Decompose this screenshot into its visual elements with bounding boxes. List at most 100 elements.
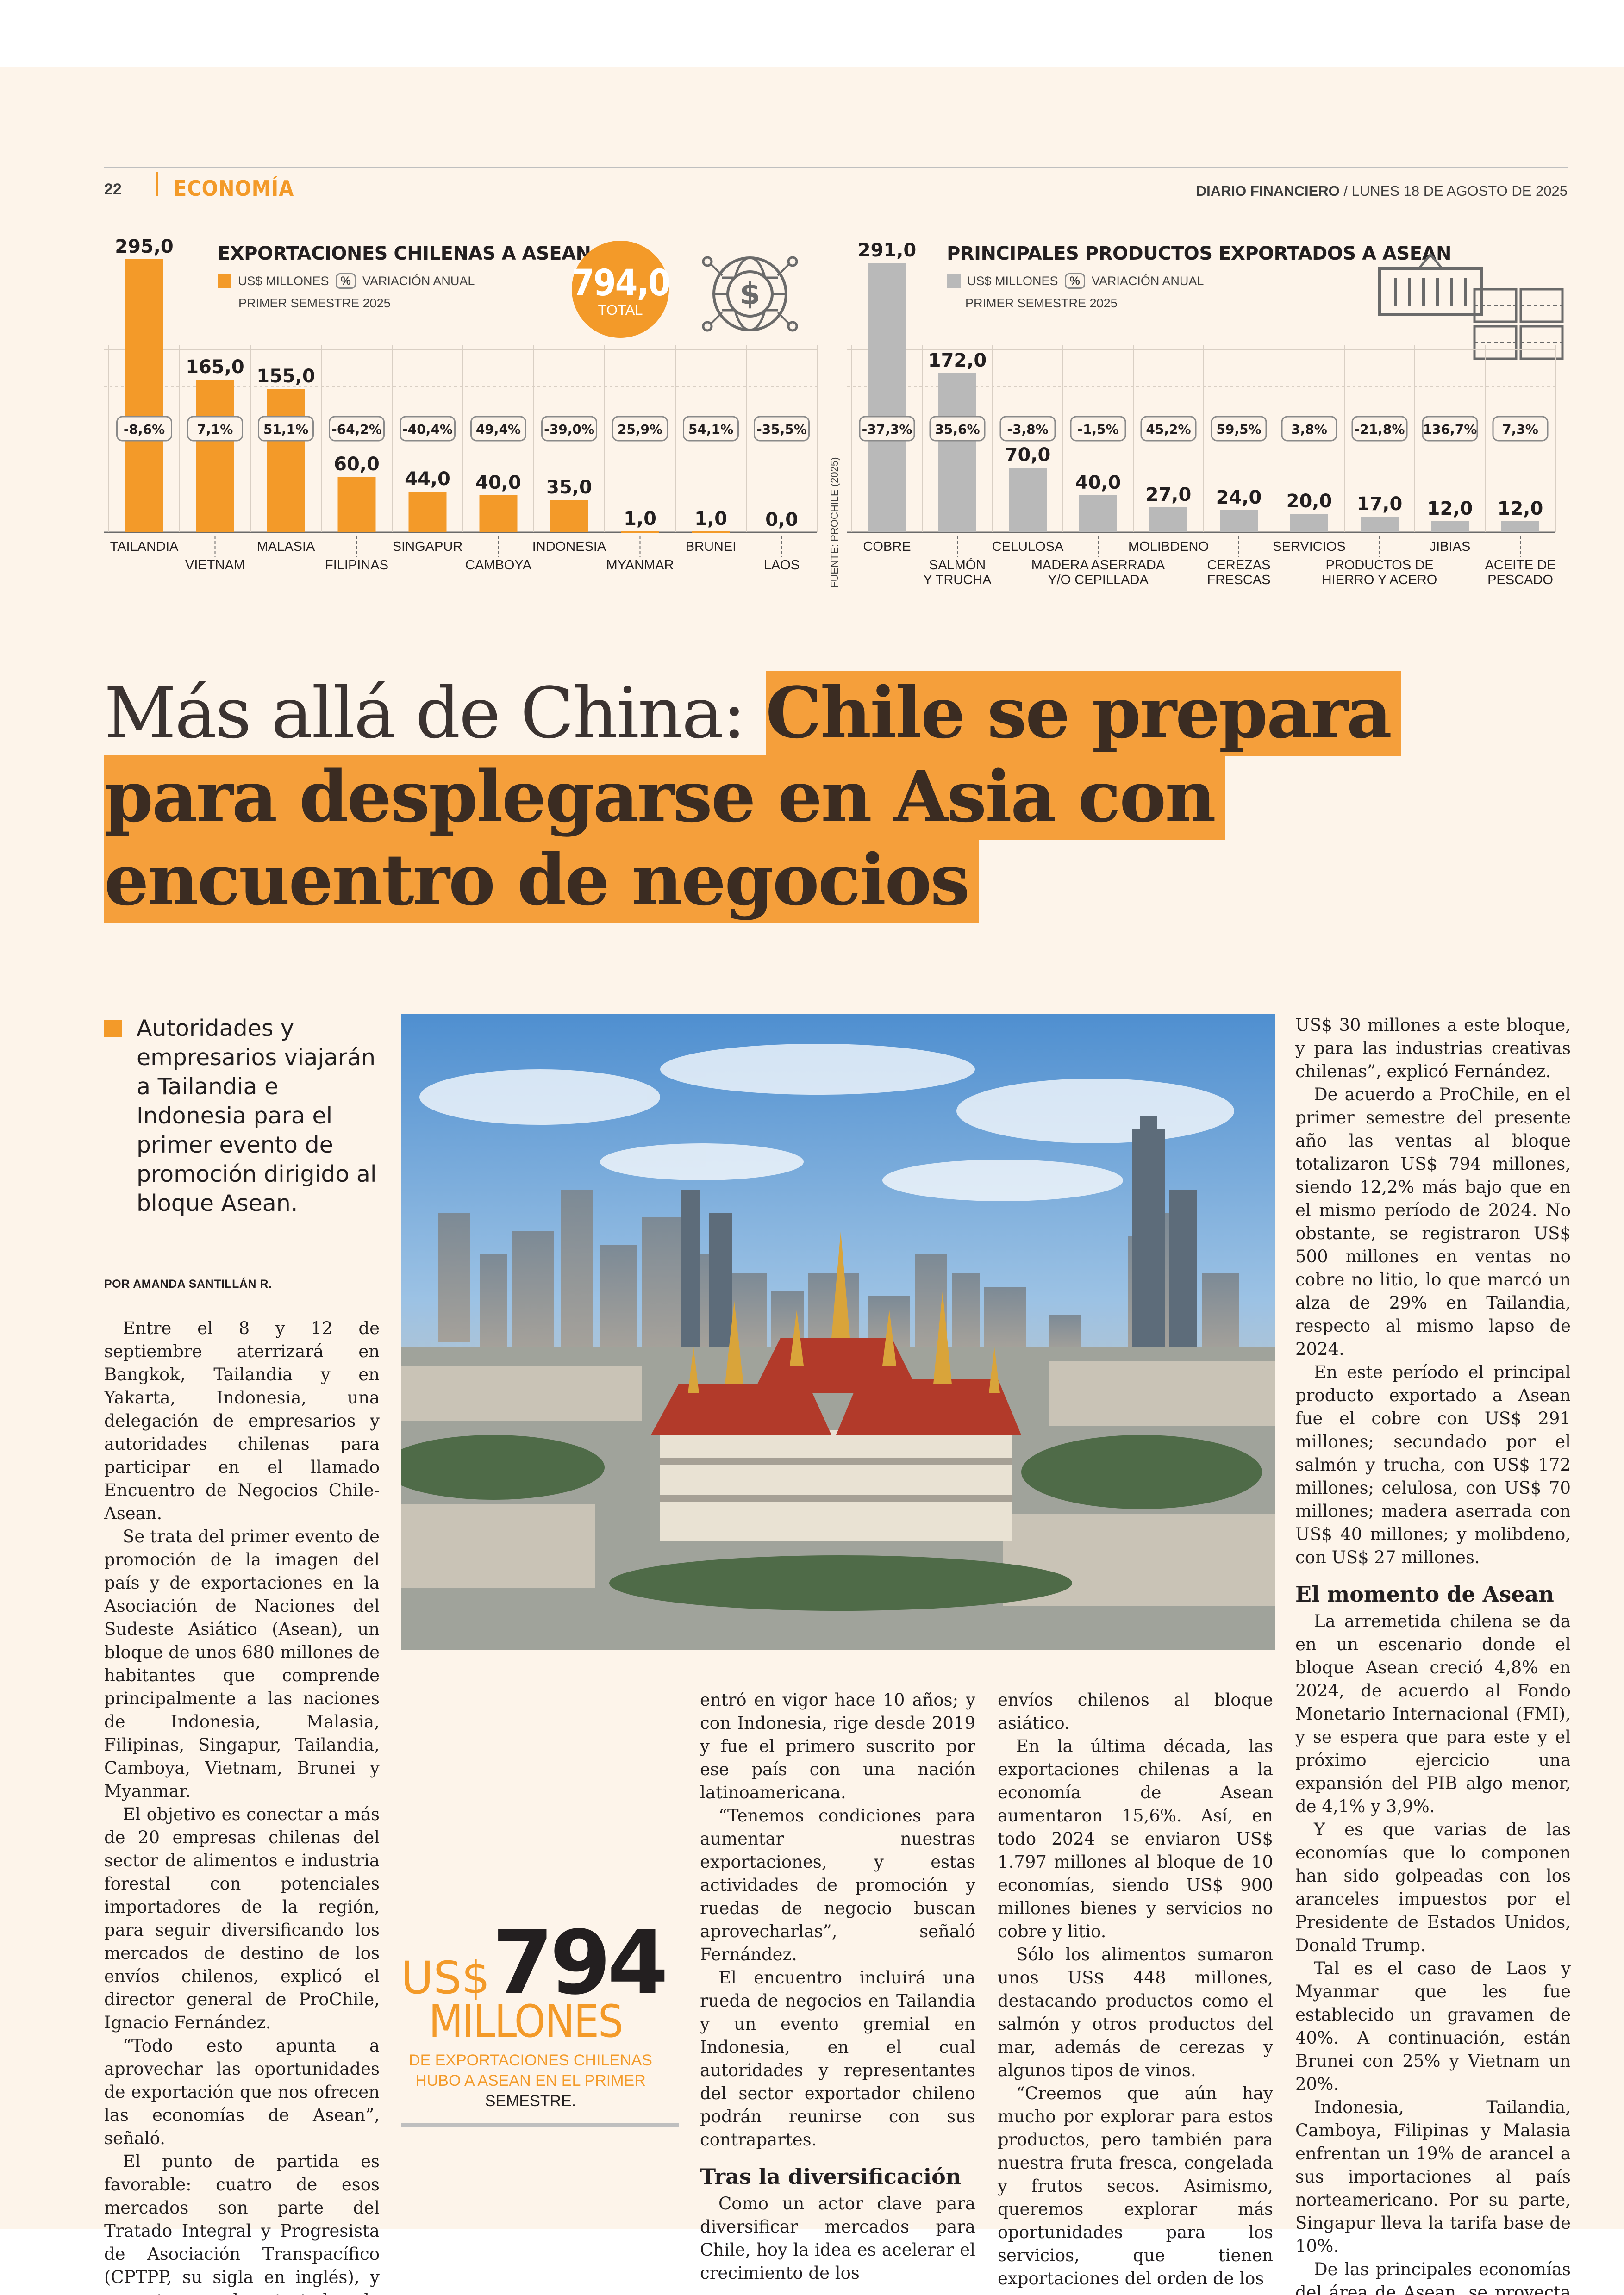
bar [196,380,234,532]
variation-badge [1070,416,1126,442]
article-paragraph: El punto de partida es favorable: cuatro… [104,2152,380,2295]
variation-label: 45,2% [1146,422,1191,437]
chart2-legend-swatch [947,274,961,288]
category-label: MYANMAR [606,558,674,573]
page-number: 22 [104,181,122,198]
article-paragraph: Entre el 8 y 12 de septiembre aterrizará… [104,1318,380,1523]
variation-badge [1281,416,1337,442]
headline-lead-in: Más allá de China: [104,672,766,754]
article-paragraph: Se trata del primer evento de promoción … [104,1527,380,1801]
pull-quote-desc-highlight: DE EXPORTACIONES CHILENAS HUBO A ASEAN E… [409,2052,652,2089]
article-column-1: Entre el 8 y 12 de septiembre aterrizará… [104,1317,380,2295]
bar [337,477,376,532]
article-paragraph: entró en vigor hace 10 años; y con Indon… [700,1690,975,1802]
category-label: VIETNAM [185,558,245,573]
chart2-legend-value: US$ MILLONES [967,274,1058,288]
category-label: COBRE [863,539,911,554]
chart2-legend-pct-badge: % [1064,273,1085,289]
chart1-exports-by-country: 295,0 -8,6% TAILANDIA 165,0 7,1% VIETNAM 155,0… [104,236,818,573]
section-name: ECONOMÍA [174,176,294,201]
bar-value-label: 1,0 [624,508,656,530]
bar [1290,514,1328,532]
chart2-period: PRIMER SEMESTRE 2025 [965,296,1118,310]
chart1-legend-pct: VARIACIÓN ANUAL [362,274,475,288]
category-label: PRODUCTOS DE [1325,558,1433,573]
variation-badge [329,416,385,442]
bar-value-label: 17,0 [1357,493,1403,515]
chart1-title: EXPORTACIONES CHILENAS A ASEAN [218,243,591,264]
byline: POR AMANDA SANTILLÁN R. [104,1278,272,1291]
variation-badge [1422,416,1478,442]
bar [938,373,976,532]
bar-value-label: 27,0 [1146,484,1192,505]
variation-label: -1,5% [1077,422,1118,437]
article-paragraph: De las principales economías del área de… [1295,2259,1571,2295]
bar-value-label: 291,0 [858,240,917,261]
bar-value-label: 60,0 [334,454,380,475]
variation-label: 25,9% [618,422,662,437]
category-label: SINGAPUR [393,539,462,554]
article-paragraph: Sólo los alimentos sumaron unos US$ 448 … [998,1945,1273,2080]
category-label: HIERRO Y ACERO [1322,573,1437,587]
pull-quote-unit: MILLONES [429,1996,624,2047]
bangkok-skyline-photo [401,1014,1275,1650]
section-heading: Tras la diversificación [700,2164,962,2189]
bar [868,263,906,532]
chart1-period: PRIMER SEMESTRE 2025 [238,296,391,310]
bar [479,495,518,532]
article-paragraph: Indonesia, Tailandia, Camboya, Filipinas… [1295,2097,1571,2256]
category-label: MADERA ASERRADA [1031,558,1165,573]
variation-label: 3,8% [1291,422,1327,437]
pull-quote: US$ 794 MILLONES DE EXPORTACIONES CHILEN… [401,1912,679,2127]
bar-value-label: 40,0 [1075,472,1121,493]
pull-quote-number: 794 [492,1912,668,2014]
bar [550,500,588,532]
bar-value-label: 12,0 [1498,498,1543,519]
category-label: PESCADO [1487,573,1553,587]
bar [1149,507,1187,532]
section-heading: El momento de Asean [1295,1582,1554,1607]
article-column-3: envíos chilenos al bloque asiático. En la… [998,1689,1273,2290]
category-label: BRUNEI [686,539,737,554]
category-label: CEREZAS [1207,558,1271,573]
variation-badge [400,416,456,442]
bar [1431,521,1469,532]
variation-badge [683,416,739,442]
variation-badge [1492,416,1549,442]
dollar-globe-icon: $ [702,256,798,332]
variation-label: 54,1% [688,422,733,437]
bar-value-label: 0,0 [765,509,798,530]
bar [1501,521,1539,532]
category-label: SERVICIOS [1273,539,1345,554]
variation-label: 51,1% [263,422,308,437]
category-label: Y/O CEPILLADA [1048,573,1149,587]
bar [125,259,163,532]
variation-badge [999,416,1056,442]
article-column-2: entró en vigor hace 10 años; y con Indon… [700,1689,975,2285]
bar-value-label: 172,0 [928,350,987,371]
article-paragraph: “Creemos que aún hay mucho por explorar … [998,2083,1273,2289]
variation-badge [470,416,526,442]
bar-value-label: 165,0 [186,356,244,378]
category-label: SALMÓN [929,557,986,573]
category-label: CELULOSA [992,539,1064,554]
crates-icon [1473,288,1564,360]
article-paragraph: De acuerdo a ProChile, en el primer seme… [1295,1085,1571,1359]
chart1-legend-pct-badge: % [335,273,356,289]
container-icon [1378,253,1483,316]
bar [1009,468,1047,532]
masthead: DIARIO FINANCIERO / LUNES 18 DE AGOSTO D… [1196,183,1568,200]
variation-badge [1211,416,1267,442]
bangkok-photo-illustration [401,1014,1275,1650]
variation-label: 7,1% [197,422,233,437]
chart1-total-badge: 794,0 TOTAL [572,241,671,338]
pull-quote-figure: US$ 794 [401,1912,679,2014]
chart1-total-value: 794,0 [572,262,671,304]
bar-value-label: 24,0 [1216,487,1262,508]
chart2-legend: US$ MILLONES % VARIACIÓN ANUAL [947,273,1204,289]
variation-label: -39,0% [544,422,594,437]
publication-name: DIARIO FINANCIERO [1196,183,1340,199]
variation-label: -64,2% [331,422,382,437]
lead-summary: Autoridades y empresarios viajarán a Tai… [104,1014,391,1218]
